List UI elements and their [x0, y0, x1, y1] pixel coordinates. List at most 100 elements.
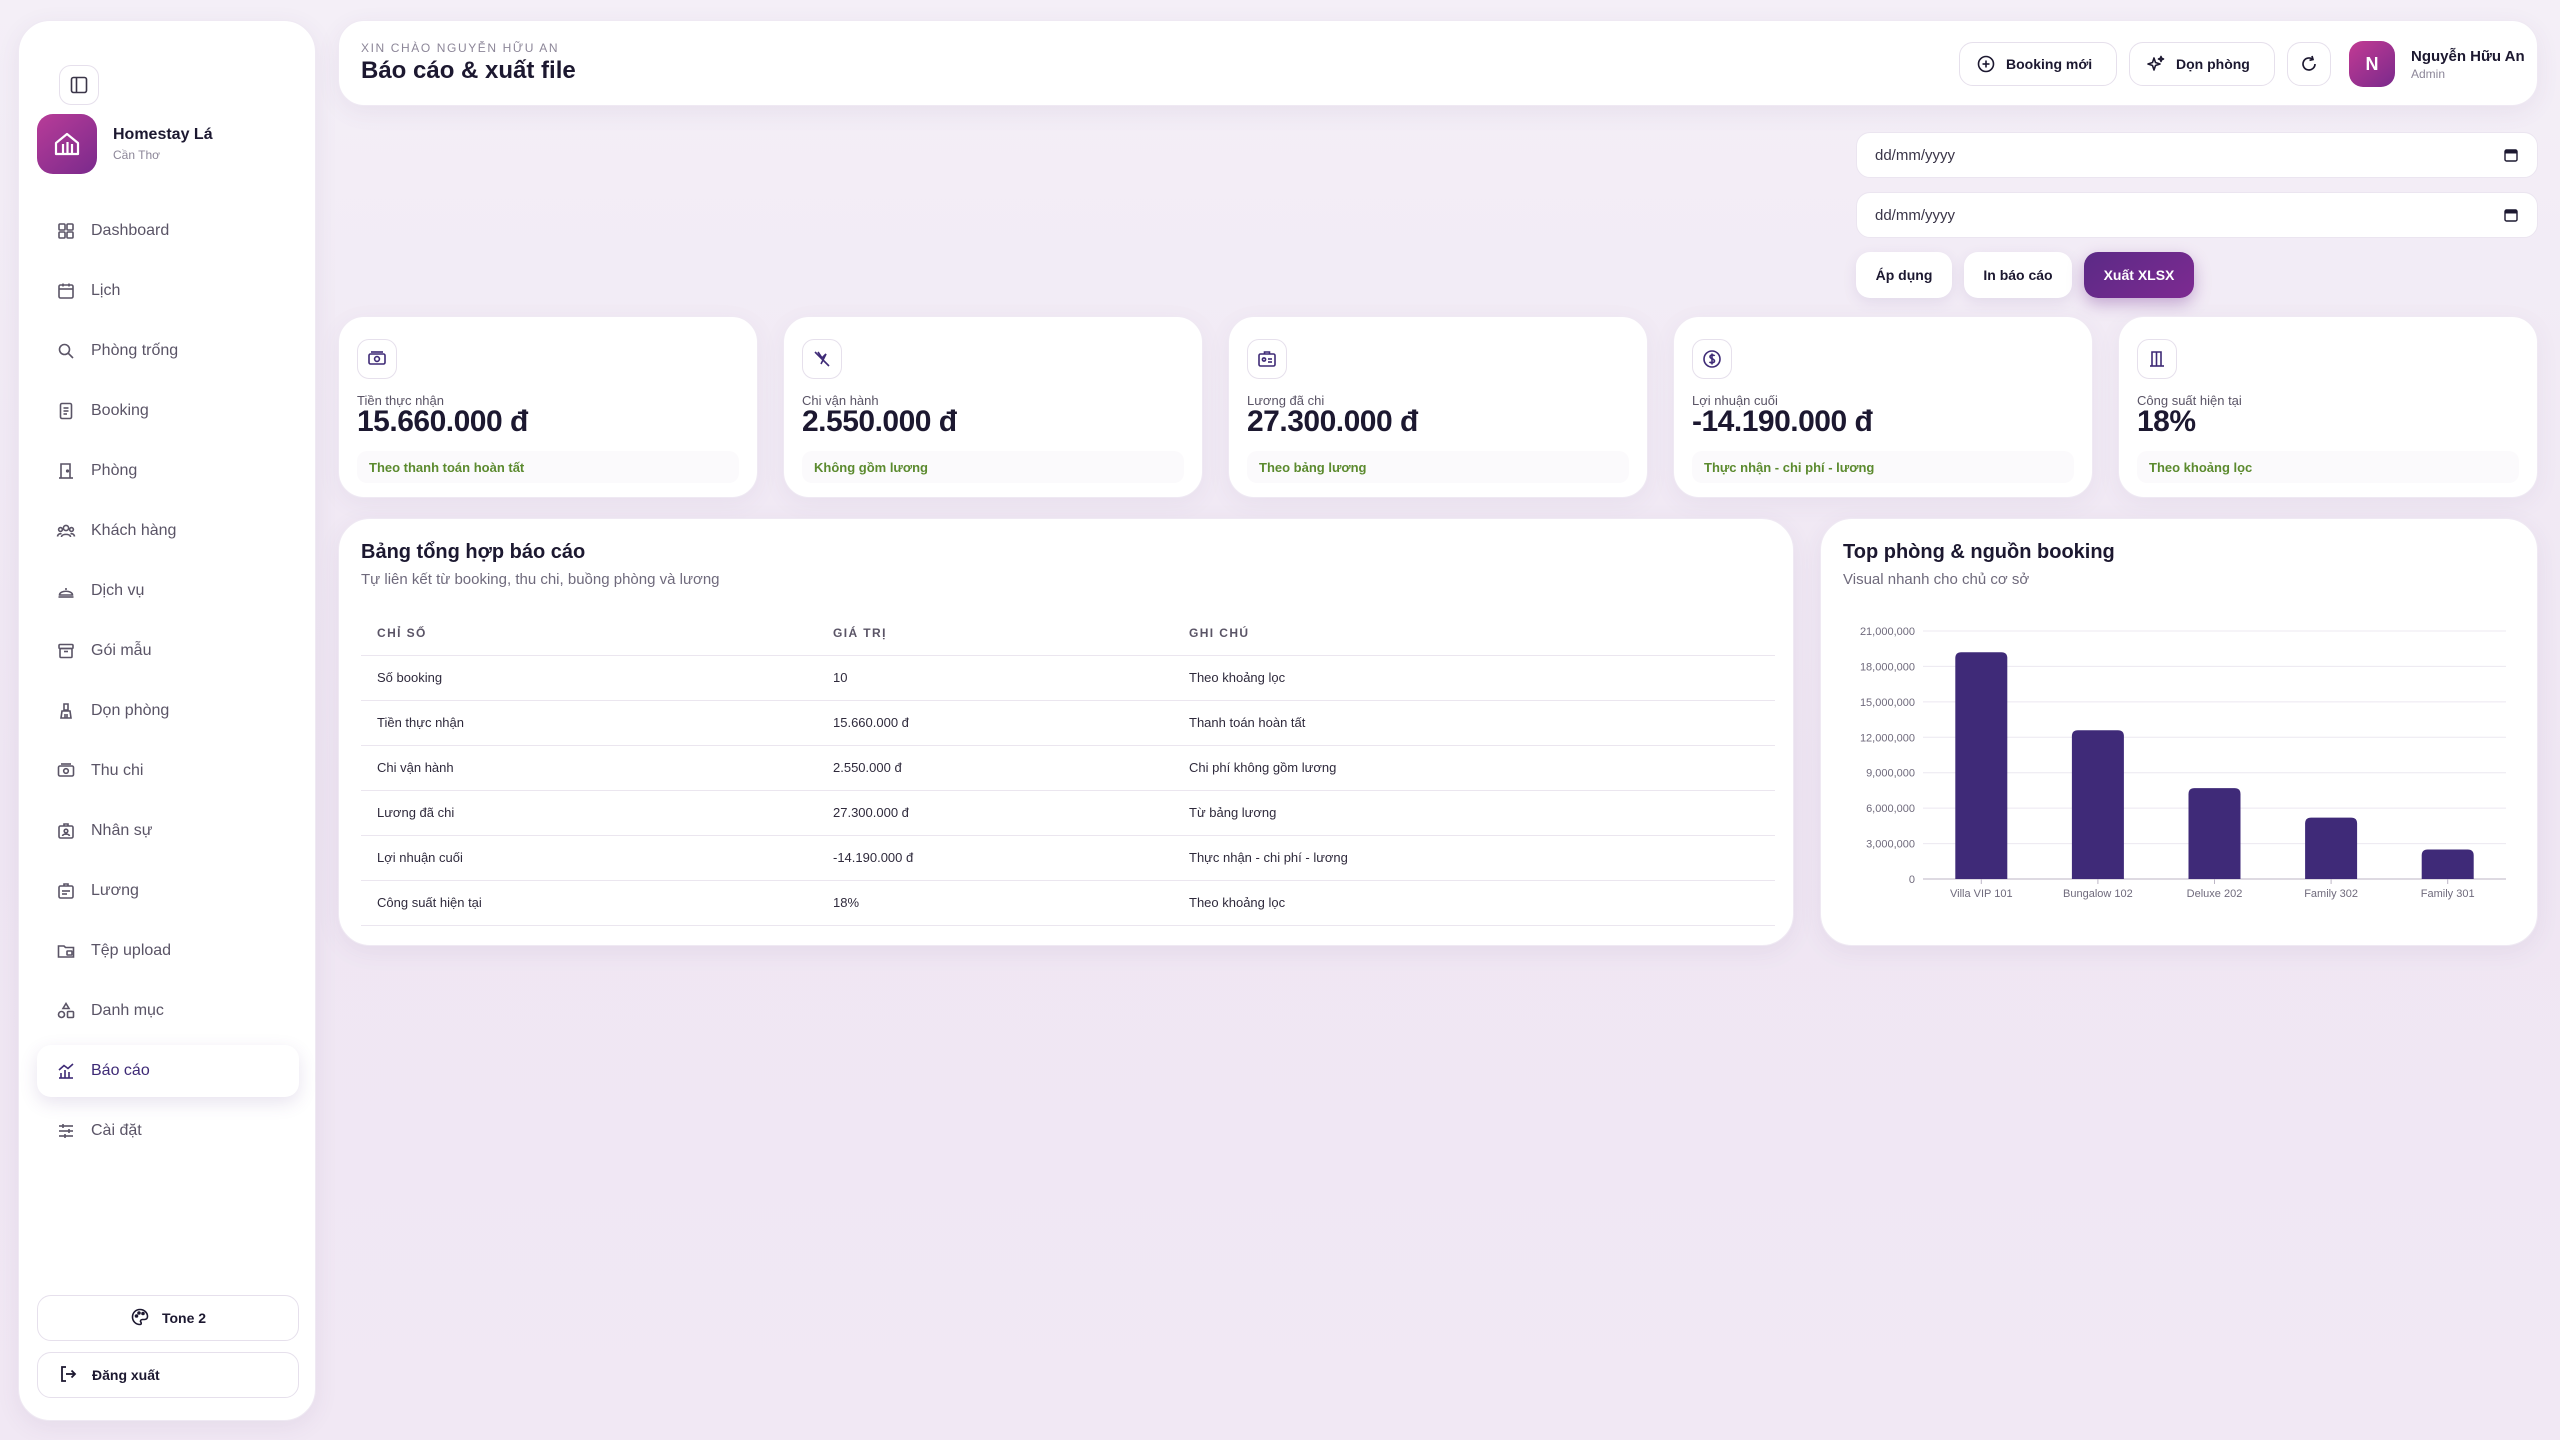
table-row: Số booking 10 Theo khoảng lọc	[361, 655, 1775, 701]
sidebar-item-staff[interactable]: Nhân sự	[37, 805, 299, 857]
export-xlsx-button[interactable]: Xuất XLSX	[2084, 252, 2194, 298]
stat-label: Tiền thực nhận	[357, 393, 444, 408]
date-from-input[interactable]: dd/mm/yyyy	[1856, 132, 2538, 178]
print-report-button[interactable]: In báo cáo	[1964, 252, 2072, 298]
staff-icon	[55, 820, 77, 842]
stat-value: 15.660.000 đ	[357, 405, 528, 438]
top-rooms-chart-card: Top phòng & nguồn booking Visual nhanh c…	[1820, 518, 2538, 946]
avatar: N	[2349, 41, 2395, 87]
sidebar-item-label: Khách hàng	[91, 522, 177, 539]
brand[interactable]: Homestay Lá Cần Thơ	[37, 107, 213, 181]
table-cell: Từ bảng lương	[1173, 790, 1775, 836]
calendar-icon	[55, 280, 77, 302]
column-header-note[interactable]: GHI CHÚ	[1173, 611, 1775, 656]
plus-circle-icon	[1976, 54, 1996, 74]
x-tick-label: Family 301	[2421, 888, 2475, 900]
refresh-button[interactable]	[2287, 42, 2331, 86]
table-cell: Theo khoảng lọc	[1173, 880, 1775, 926]
table-cell: 18%	[817, 880, 1173, 926]
sidebar-item-services[interactable]: Dịch vụ	[37, 565, 299, 617]
users-icon	[55, 520, 77, 542]
table-row: Lương đã chi 27.300.000 đ Từ bảng lương	[361, 790, 1775, 836]
sidebar-item-dashboard[interactable]: Dashboard	[37, 205, 299, 257]
stat-note: Thực nhận - chi phí - lương	[1692, 451, 2074, 483]
date-to-input[interactable]: dd/mm/yyyy	[1856, 192, 2538, 238]
sidebar-item-cashflow[interactable]: Thu chi	[37, 745, 299, 797]
new-booking-button[interactable]: Booking mới	[1959, 42, 2117, 86]
new-booking-label: Booking mới	[2006, 56, 2093, 72]
money-icon	[55, 760, 77, 782]
sidebar-item-calendar[interactable]: Lịch	[37, 265, 299, 317]
date-to-value: dd/mm/yyyy	[1875, 206, 1956, 224]
sidebar-item-label: Phòng	[91, 462, 138, 479]
table-cell: 10	[817, 655, 1173, 701]
sidebar-item-salary[interactable]: Lương	[37, 865, 299, 917]
dashboard-icon	[55, 220, 77, 242]
table-row: Lợi nhuận cuối -14.190.000 đ Thực nhận -…	[361, 835, 1775, 881]
stat-value: 27.300.000 đ	[1247, 405, 1418, 438]
column-header-value[interactable]: GIÁ TRỊ	[817, 611, 1173, 656]
search-icon	[55, 340, 77, 362]
sidebar-item-label: Thu chi	[91, 762, 144, 779]
category-icon	[55, 1000, 77, 1022]
table-row: Công suất hiện tại 18% Theo khoảng lọc	[361, 880, 1775, 926]
y-tick-label: 0	[1909, 874, 1915, 886]
stat-value: -14.190.000 đ	[1692, 405, 1873, 438]
sidebar-item-label: Dịch vụ	[91, 582, 145, 599]
door-icon	[55, 460, 77, 482]
sidebar-item-rooms[interactable]: Phòng	[37, 445, 299, 497]
sidebar-item-customers[interactable]: Khách hàng	[37, 505, 299, 557]
table-cell: Theo khoảng lọc	[1173, 655, 1775, 701]
building-icon	[2137, 339, 2177, 379]
y-tick-label: 15,000,000	[1860, 697, 1915, 709]
table-cell: 15.660.000 đ	[817, 700, 1173, 746]
logout-icon	[58, 1364, 78, 1387]
column-header-metric[interactable]: CHỈ SỐ	[361, 611, 817, 656]
cleaning-button[interactable]: Dọn phòng	[2129, 42, 2275, 86]
sidebar-item-available-rooms[interactable]: Phòng trống	[37, 325, 299, 377]
sparkles-icon	[2146, 54, 2166, 74]
sidebar-item-label: Lịch	[91, 282, 121, 299]
summary-table-card: Bảng tổng hợp báo cáo Tự liên kết từ boo…	[338, 518, 1794, 946]
sidebar-collapse-button[interactable]	[59, 65, 99, 105]
sidebar-item-uploads[interactable]: Tệp upload	[37, 925, 299, 977]
stat-card-revenue: Tiền thực nhận 15.660.000 đ Theo thanh t…	[338, 316, 758, 498]
summary-table: CHỈ SỐ GIÁ TRỊ GHI CHÚ Số booking 10 The…	[361, 611, 1775, 926]
sidebar-item-label: Tệp upload	[91, 942, 172, 959]
sidebar-item-categories[interactable]: Danh mục	[37, 985, 299, 1037]
cash-icon	[357, 339, 397, 379]
user-menu[interactable]: N Nguyễn Hữu An Admin	[2349, 41, 2525, 87]
y-tick-label: 3,000,000	[1866, 839, 1915, 851]
logout-button[interactable]: Đăng xuất	[37, 1352, 299, 1398]
sidebar-item-cleaning[interactable]: Dọn phòng	[37, 685, 299, 737]
sidebar-item-reports[interactable]: Báo cáo	[37, 1045, 299, 1097]
sidebar-item-packages[interactable]: Gói mẫu	[37, 625, 299, 677]
calendar-icon[interactable]	[2503, 207, 2519, 223]
sidebar-item-settings[interactable]: Cài đặt	[37, 1105, 299, 1157]
salary-icon	[55, 880, 77, 902]
home-logo-icon	[37, 114, 97, 174]
table-cell: Chi vận hành	[361, 745, 817, 791]
y-tick-label: 6,000,000	[1866, 803, 1915, 815]
bar-chart: 0 3,000,000 6,000,000 9,000,000 12,000,000 15…	[1860, 626, 2506, 900]
stat-label: Chi vận hành	[802, 393, 879, 408]
stat-card-salary: Lương đã chi 27.300.000 đ Theo bảng lươn…	[1228, 316, 1648, 498]
top-header: XIN CHÀO NGUYỄN HỮU AN Báo cáo & xuất fi…	[338, 20, 2538, 106]
brand-name: Homestay Lá	[113, 126, 213, 143]
table-cell: 2.550.000 đ	[817, 745, 1173, 791]
sidebar-item-label: Dashboard	[91, 222, 170, 239]
booking-icon	[55, 400, 77, 422]
apply-filter-button[interactable]: Áp dụng	[1856, 252, 1952, 298]
table-cell: Công suất hiện tại	[361, 880, 817, 926]
table-cell: Thực nhận - chi phí - lương	[1173, 835, 1775, 881]
table-header-row: CHỈ SỐ GIÁ TRỊ GHI CHÚ	[361, 611, 1775, 656]
sidebar-item-booking[interactable]: Booking	[37, 385, 299, 437]
stat-label: Công suất hiện tại	[2137, 393, 2242, 408]
chart-bar	[2421, 849, 2474, 879]
calendar-icon[interactable]	[2503, 147, 2519, 163]
sidebar-nav: Dashboard Lịch Phòng trống Booking Phòng…	[37, 205, 299, 1165]
stat-card-occupancy: Công suất hiện tại 18% Theo khoảng lọc	[2118, 316, 2538, 498]
cleaning-icon	[55, 700, 77, 722]
page-title: Báo cáo & xuất file	[361, 57, 576, 84]
tone-button[interactable]: Tone 2	[37, 1295, 299, 1341]
